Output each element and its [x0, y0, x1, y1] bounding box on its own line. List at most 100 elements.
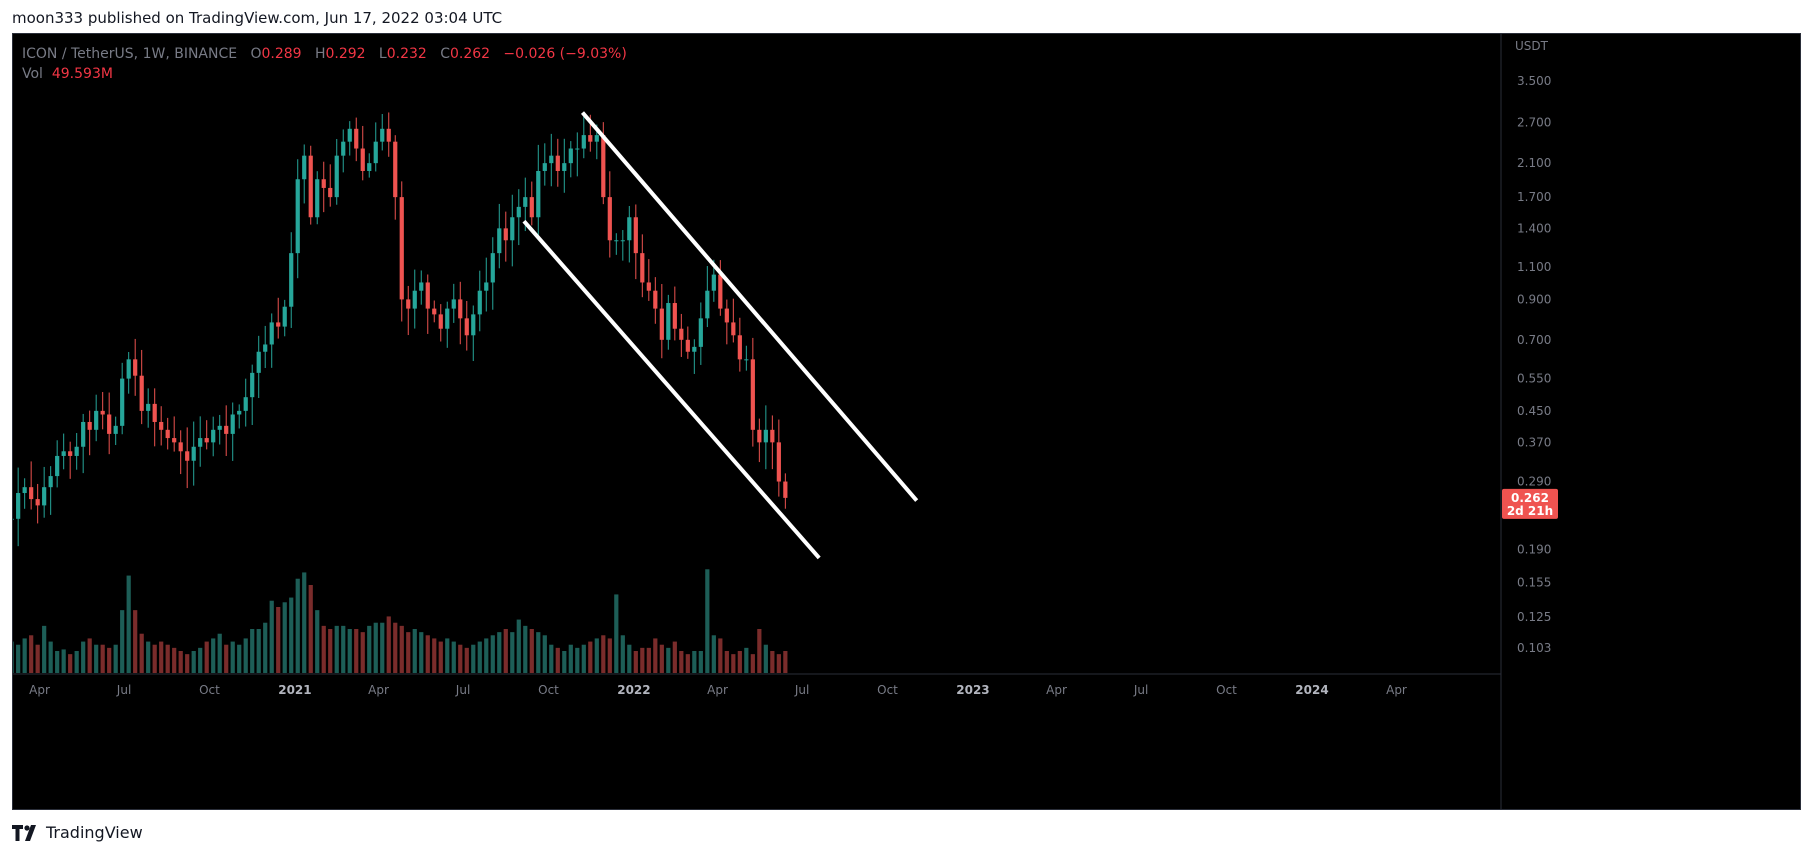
volume-bar — [256, 629, 261, 673]
volume-bar — [399, 625, 404, 673]
time-tick-label: Oct — [199, 683, 220, 697]
candle-body — [653, 290, 658, 309]
volume-bar — [146, 641, 151, 673]
candle-body — [386, 128, 391, 142]
volume-bar — [562, 651, 567, 673]
volume-bar — [22, 638, 27, 673]
volume-bar — [685, 654, 690, 673]
legend-ohlc-row: ICON / TetherUS, 1W, BINANCE O0.289 H0.2… — [22, 44, 627, 64]
channel-drawings[interactable] — [522, 111, 919, 560]
volume-bar — [653, 638, 658, 673]
legend-vol-label[interactable]: Vol — [22, 66, 43, 82]
time-tick-label: Jul — [116, 683, 131, 697]
candle-body — [295, 179, 300, 254]
volume-bar — [191, 651, 196, 673]
volume-bar — [640, 647, 645, 673]
candle-body — [29, 487, 34, 500]
volume-bar — [425, 635, 430, 673]
candle-body — [360, 148, 365, 171]
time-tick-label: Apr — [368, 683, 389, 697]
time-tick-label: 2022 — [617, 683, 650, 697]
candle-body — [230, 414, 235, 434]
volume-bar — [217, 633, 222, 673]
candle-body — [315, 179, 320, 218]
volume-bar — [672, 641, 677, 673]
candle-body — [16, 493, 21, 519]
candle-body — [321, 179, 326, 188]
footer-brand-label: TradingView — [46, 823, 143, 842]
volume-bar — [692, 651, 697, 673]
volume-bar — [581, 644, 586, 673]
price-axis[interactable]: USDT 3.500 2.700 2.100 1.700 1.400 1.100 0.900 0… — [1500, 34, 1558, 809]
candle-body — [35, 499, 40, 506]
candle-body — [659, 308, 664, 340]
legend-high: 0.292 — [325, 46, 366, 62]
candle-body — [445, 308, 450, 329]
candle-body — [159, 421, 164, 430]
volume-bar — [315, 610, 320, 673]
time-tick-label: Jul — [794, 683, 809, 697]
volume-bar — [542, 635, 547, 673]
candle-body — [568, 148, 573, 164]
volume-bar — [432, 638, 437, 673]
legend-close-label: C — [440, 46, 450, 62]
volume-bar — [198, 647, 203, 673]
price-tick-label: 0.550 — [1517, 372, 1551, 386]
volume-bar — [763, 644, 768, 673]
candle-body — [698, 318, 703, 347]
time-axis[interactable]: Apr Jul Oct 2021 Apr Jul Oct 2022 Apr Jul Oct 2023 A… — [13, 673, 1501, 697]
volume-bar — [393, 622, 398, 673]
volume-bar — [68, 654, 73, 673]
time-tick-label: Oct — [538, 683, 559, 697]
candle-body — [74, 446, 79, 456]
footer-brand[interactable]: TradingView — [12, 823, 143, 842]
candle-body — [731, 322, 736, 336]
candle-body — [42, 487, 47, 506]
time-tick-label: Oct — [877, 683, 898, 697]
candle-body — [601, 135, 606, 198]
volume-bar — [152, 644, 157, 673]
time-tick-label: Apr — [707, 683, 728, 697]
candle-body — [217, 425, 222, 430]
candle-body — [367, 163, 372, 171]
candle-body — [497, 228, 502, 254]
legend-close: 0.262 — [449, 46, 491, 62]
volume-bar — [705, 569, 710, 673]
candle-body — [744, 359, 749, 361]
candle-body — [198, 438, 203, 447]
volume-bar — [237, 644, 242, 673]
volume-bar — [276, 607, 281, 673]
candle-body — [328, 187, 333, 198]
candle-body — [783, 481, 788, 498]
price-chart[interactable]: USDT 3.500 2.700 2.100 1.700 1.400 1.100 0.900 0… — [13, 34, 1800, 809]
candle-body — [627, 217, 632, 241]
candle-body — [562, 163, 567, 171]
legend-symbol[interactable]: ICON / TetherUS, 1W, BINANCE — [22, 46, 238, 62]
candle-body — [750, 359, 755, 430]
candle-body — [594, 135, 599, 142]
volume-bar — [620, 635, 625, 673]
candle-body — [464, 318, 469, 336]
time-tick-label: Jul — [455, 683, 470, 697]
volume-bar — [224, 644, 229, 673]
candle-body — [640, 253, 645, 283]
volume-bar — [627, 644, 632, 673]
volume-bar — [334, 625, 339, 673]
candle-body — [536, 170, 541, 218]
candle-body — [61, 451, 66, 456]
volume-bar — [503, 629, 508, 673]
candle-body — [633, 217, 638, 254]
chart-pane[interactable]: USDT 3.500 2.700 2.100 1.700 1.400 1.100 0.900 0… — [12, 33, 1801, 810]
volume-bar — [133, 610, 138, 673]
price-tick-label: 0.370 — [1517, 435, 1551, 449]
volume-bar — [16, 644, 21, 673]
candle-body — [620, 240, 625, 242]
price-tick-label: 2.700 — [1517, 116, 1551, 130]
time-tick-label: 2023 — [956, 683, 989, 697]
candle-body — [282, 306, 287, 327]
candle-body — [503, 228, 508, 241]
legend-high-label: H — [314, 46, 326, 62]
volume-bar — [497, 632, 502, 673]
candle-body — [81, 421, 86, 447]
candle-body — [406, 299, 411, 309]
